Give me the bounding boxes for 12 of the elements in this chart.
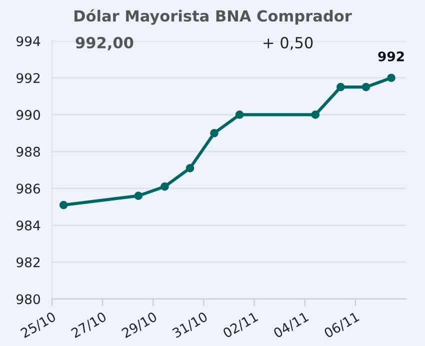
y-tick-label: 990 [16, 110, 40, 120]
y-tick-label: 992 [16, 73, 40, 84]
annotation: 992 [378, 51, 404, 62]
y-tick-label: 994 [16, 36, 40, 46]
chart-title: Dólar Mayorista BNA Comprador [74, 9, 352, 25]
annotation: 992,00 [76, 36, 134, 50]
y-tick-label: 980 [16, 294, 40, 304]
y-tick-label: 988 [16, 146, 40, 157]
y-tick-label: 984 [16, 220, 40, 230]
y-tick-label: 982 [16, 257, 40, 268]
y-tick-label: 986 [16, 184, 40, 194]
annotation: + 0,50 [264, 36, 313, 50]
